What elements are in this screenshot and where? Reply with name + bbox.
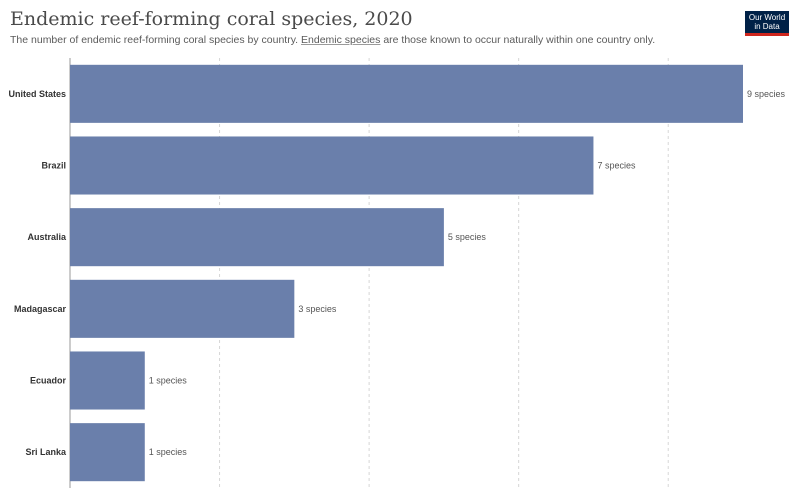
data-label: 5 species bbox=[448, 232, 487, 242]
category-label: United States bbox=[8, 89, 66, 99]
bar-ecuador bbox=[70, 351, 145, 410]
bar-madagascar bbox=[70, 279, 295, 338]
bar-australia bbox=[70, 208, 444, 267]
chart-title: Endemic reef-forming coral species, 2020 bbox=[10, 8, 413, 30]
logo-line-1: Our World bbox=[748, 13, 786, 22]
endemic-species-link[interactable]: Endemic species bbox=[301, 34, 381, 46]
chart-subtitle: The number of endemic reef-forming coral… bbox=[10, 34, 655, 46]
bar-sri-lanka bbox=[70, 423, 145, 482]
bar-brazil bbox=[70, 136, 594, 195]
bar-united-states bbox=[70, 64, 743, 123]
subtitle-text: The number of endemic reef-forming coral… bbox=[10, 34, 299, 46]
category-label: Sri Lanka bbox=[25, 447, 67, 457]
category-label: Brazil bbox=[41, 161, 66, 171]
data-label: 1 species bbox=[149, 376, 188, 386]
owid-logo[interactable]: Our World in Data bbox=[745, 11, 789, 36]
category-label: Australia bbox=[27, 232, 67, 242]
category-label: Madagascar bbox=[14, 304, 67, 314]
logo-line-2: in Data bbox=[754, 22, 780, 31]
data-label: 9 species bbox=[747, 89, 786, 99]
data-label: 7 species bbox=[597, 161, 636, 171]
data-label: 3 species bbox=[298, 304, 337, 314]
category-label: Ecuador bbox=[30, 376, 67, 386]
subtitle-text-end: are those known to occur naturally withi… bbox=[383, 34, 656, 46]
data-label: 1 species bbox=[149, 447, 188, 457]
